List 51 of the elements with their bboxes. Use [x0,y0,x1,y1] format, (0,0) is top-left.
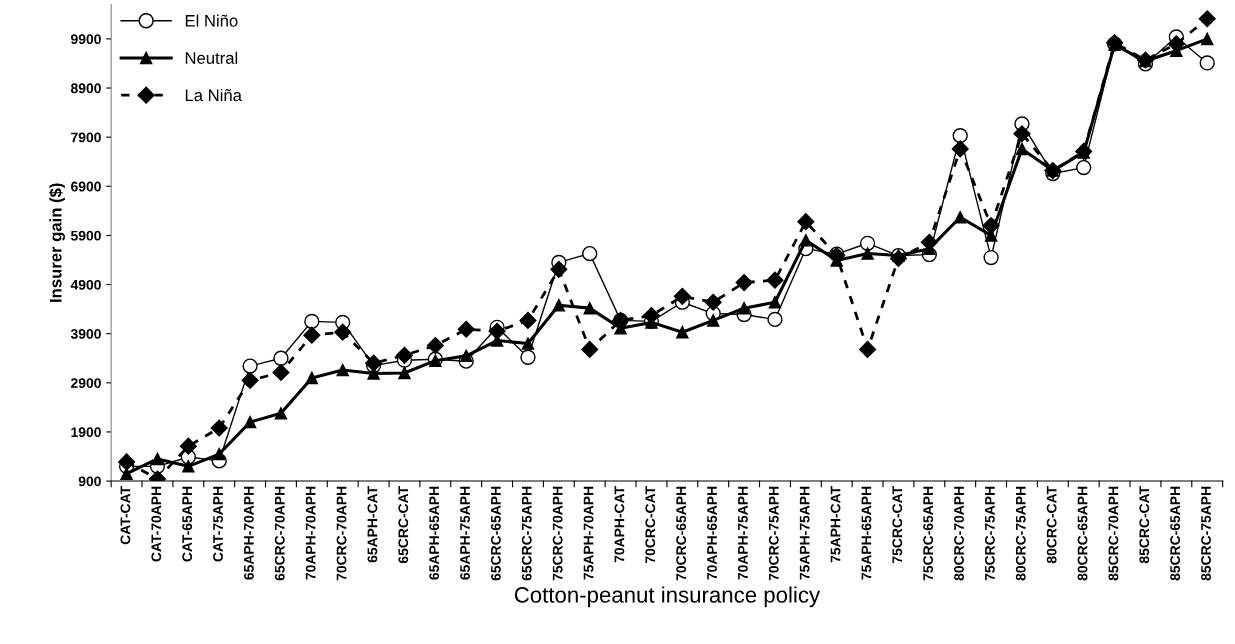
y-tick-label: 7900 [71,132,101,143]
x-tick-label: 70APH-65APH [707,486,717,580]
x-tick-label: 75CRC-75APH [984,486,995,581]
x-tick-label: 65APH-70APH [243,486,254,580]
x-tick-label: 65APH-75APH [460,486,470,580]
x-tick-label: 70APH-CAT [614,486,625,563]
x-tick-label: 80CRC-CAT [1046,486,1057,564]
x-tick-label: 75CRC-CAT [892,486,903,564]
y-tick-label: 4900 [70,279,101,290]
x-tick-label: 75APH-CAT [830,486,841,563]
x-tick-label: 80CRC-70APH [954,486,964,581]
x-tick-label: 75CRC-70APH [552,486,563,581]
x-tick-label: 70APH-75APH [737,486,748,580]
x-tick-label: 70CRC-75APH [768,486,779,581]
x-tick-label: 80CRC-75APH [1015,486,1026,581]
x-tick-label: 65CRC-70APH [274,486,285,581]
x-tick-label: 75APH-65APH [861,486,872,580]
x-tick-label: 75APH-75APH [799,486,810,580]
legend-label: El Niño [185,14,238,27]
x-tick-label: 65APH-65APH [429,486,440,580]
x-tick-label: 65CRC-CAT [398,486,409,564]
legend-label: La Niña [185,88,242,102]
x-tick-label: CAT-65APH [182,486,193,562]
x-tick-label: 85CRC-70APH [1108,486,1119,581]
x-tick-label: 70CRC-CAT [645,486,656,564]
x-axis-title: Cotton-peanut insurance policy [514,586,821,608]
y-tick-label: 6900 [71,181,101,192]
x-tick-label: 85CRC-65APH [1170,486,1181,581]
x-tick-label: 85CRC-75APH [1201,486,1211,581]
x-tick-label: 75CRC-65APH [923,486,934,581]
x-tick-label: 65APH-CAT [367,486,378,563]
y-tick-label: 9900 [71,34,101,45]
x-tick-label: 65CRC-65APH [490,486,501,581]
legend-label: Neutral [185,51,238,64]
x-tick-label: 85CRC-CAT [1139,486,1150,564]
x-tick-label: 70CRC-70APH [336,486,347,581]
y-axis-title: Insurer gain ($) [49,183,65,302]
y-tick-label: 8900 [70,83,101,94]
y-tick-label: 1900 [71,427,101,438]
x-tick-label: 65CRC-75APH [521,486,532,581]
y-tick-label: 900 [78,476,101,487]
x-tick-label: CAT-75APH [213,486,223,562]
x-tick-label: 70APH-70APH [305,486,316,580]
x-tick-label: CAT-70APH [151,486,162,562]
y-tick-label: 2900 [71,378,101,388]
x-tick-label: 75APH-70APH [583,486,594,580]
x-tick-label: CAT-CAT [120,486,131,545]
x-tick-label: 80CRC-65APH [1077,486,1088,581]
x-tick-label: 70CRC-65APH [676,486,687,581]
y-tick-label: 3900 [70,329,101,339]
y-tick-label: 5900 [70,230,101,241]
